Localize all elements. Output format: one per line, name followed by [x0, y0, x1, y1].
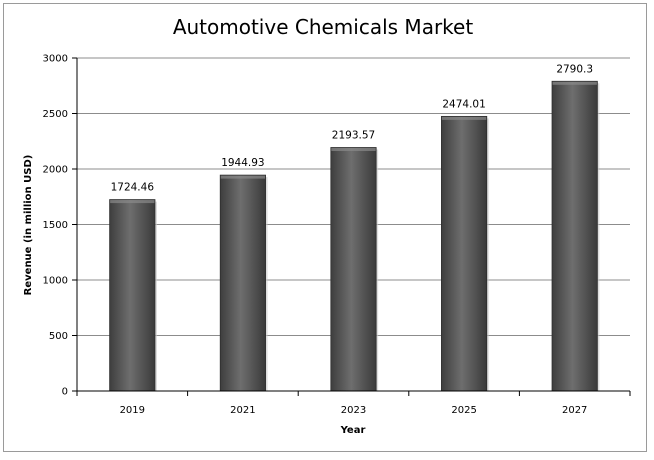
chart-title: Automotive Chemicals Market [173, 15, 474, 39]
y-tick-label: 0 [62, 387, 68, 398]
bar [109, 199, 156, 392]
y-tick-label: 2000 [43, 165, 68, 176]
x-tick-label: 2019 [120, 405, 145, 416]
x-axis-title: Year [340, 425, 366, 436]
x-tick-labels: 2019 2021 2023 2025 2027 [120, 405, 588, 416]
bars [109, 80, 600, 392]
bar-highlight [441, 116, 487, 120]
data-label: 2790.3 [556, 63, 593, 75]
data-label: 1944.93 [221, 157, 264, 169]
gridlines [77, 57, 630, 336]
y-tick-label: 2500 [43, 109, 68, 120]
bar [219, 174, 266, 392]
bar-highlight [552, 81, 597, 85]
data-labels: 1724.46 1944.93 2193.57 2474.01 2790.3 [111, 63, 593, 193]
x-tick-label: 2021 [230, 405, 255, 416]
bar-highlight [110, 200, 155, 204]
x-tick-label: 2023 [341, 405, 366, 416]
data-label: 1724.46 [111, 182, 155, 194]
axes [72, 57, 631, 396]
bar-highlight [331, 148, 376, 152]
y-tick-label: 3000 [43, 54, 68, 65]
bar [330, 147, 377, 392]
y-tick-label: 500 [49, 331, 68, 342]
y-tick-label: 1500 [43, 220, 68, 231]
x-tick-label: 2025 [451, 405, 476, 416]
data-label: 2193.57 [332, 130, 375, 142]
bar [441, 115, 488, 392]
bar-highlight [220, 175, 266, 179]
x-tick-label: 2027 [562, 405, 587, 416]
bar [551, 80, 598, 392]
y-tick-labels: 0 500 1000 1500 2000 2500 3000 [43, 54, 68, 398]
data-label: 2474.01 [442, 98, 485, 110]
y-tick-label: 1000 [43, 276, 68, 287]
y-axis-title: Revenue (in million USD) [23, 155, 34, 296]
